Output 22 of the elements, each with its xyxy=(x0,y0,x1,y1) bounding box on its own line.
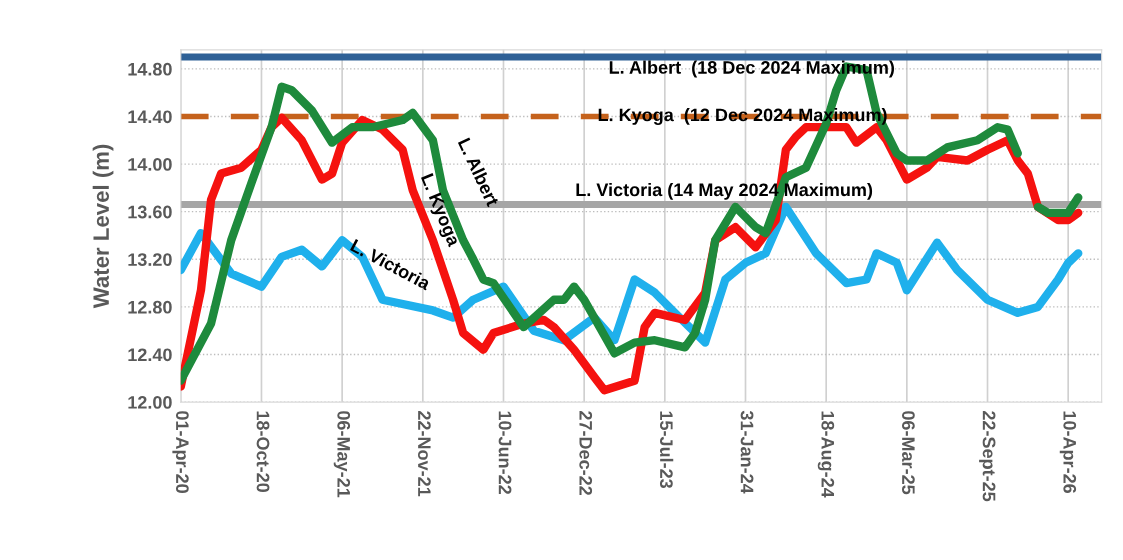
y-tick-label: 13.60 xyxy=(128,205,172,219)
x-tick-label: 10-Apr-26 xyxy=(1059,411,1077,494)
x-tick-label: 10-Jun-22 xyxy=(498,411,512,494)
x-tick-label: 22-Sept-25 xyxy=(979,411,996,502)
y-tick-label: 14.40 xyxy=(128,110,172,124)
x-tick-label: 18-Aug-24 xyxy=(817,411,835,498)
y-tick-label: 14.00 xyxy=(128,158,172,171)
x-tick-label: 01-Apr-20 xyxy=(172,411,189,493)
y-tick-label: 12.80 xyxy=(128,300,172,314)
x-tick-label: 27-Dec-22 xyxy=(579,411,593,495)
y-tick-label: 14.80 xyxy=(128,62,172,76)
y-tick-label: 13.20 xyxy=(128,253,172,267)
y-tick-label: 12.00 xyxy=(128,396,172,409)
y-tick-label: 12.40 xyxy=(128,348,172,362)
x-tick-label: 22-Nov-21 xyxy=(417,411,431,497)
x-tick-label: 31-Jan-24 xyxy=(740,410,754,494)
x-tick-label: 06-May-21 xyxy=(333,411,351,498)
text: L. Kyoga xyxy=(417,173,461,249)
x-tick-label: 18-Oct-20 xyxy=(256,411,270,492)
x-tick-label: 15-Jul-23 xyxy=(659,411,674,489)
x-tick-label: 06-Mar-25 xyxy=(902,411,915,495)
y-axis-title: Water Level (m) xyxy=(92,144,114,309)
